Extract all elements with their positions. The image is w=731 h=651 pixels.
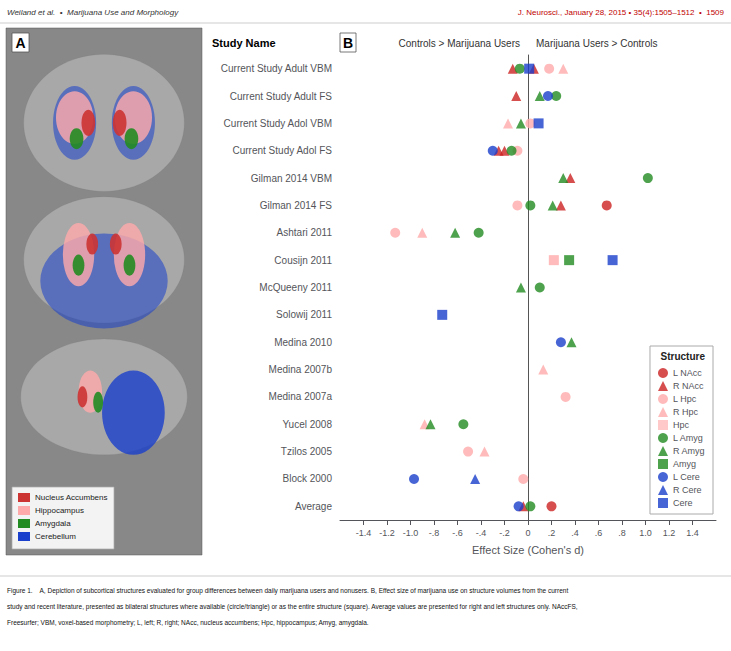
svg-text:Yucel 2008: Yucel 2008 <box>283 419 333 430</box>
svg-text:study and recent literature, p: study and recent literature, presented a… <box>7 603 578 611</box>
svg-text:Controls > Marijuana Users: Controls > Marijuana Users <box>399 38 520 49</box>
svg-text:Medina 2007b: Medina 2007b <box>269 364 333 375</box>
svg-text:-.2: -.2 <box>499 528 510 538</box>
svg-text:Block 2000: Block 2000 <box>283 473 333 484</box>
svg-text:Cerebellum: Cerebellum <box>35 532 76 541</box>
svg-text:Current Study Adult FS: Current Study Adult FS <box>230 91 333 102</box>
svg-text:Current Study Adult VBM: Current Study Adult VBM <box>221 63 332 74</box>
svg-text:A: A <box>15 35 25 51</box>
svg-text:R Amyg: R Amyg <box>673 446 705 456</box>
svg-text:Hippocampus: Hippocampus <box>35 506 84 515</box>
svg-text:L NAcc: L NAcc <box>673 368 702 378</box>
svg-text:-.6: -.6 <box>452 528 463 538</box>
svg-text:Amyg: Amyg <box>673 459 696 469</box>
svg-text:-1.0: -1.0 <box>403 528 419 538</box>
svg-text:Current Study Adol FS: Current Study Adol FS <box>233 145 333 156</box>
svg-text:Medina 2010: Medina 2010 <box>274 337 332 348</box>
svg-text:1.4: 1.4 <box>686 528 699 538</box>
svg-text:Cousijn 2011: Cousijn 2011 <box>274 255 332 266</box>
svg-text:B: B <box>343 35 353 51</box>
svg-text:L Cere: L Cere <box>673 472 700 482</box>
svg-text:Nucleus Accumbens: Nucleus Accumbens <box>35 493 107 502</box>
svg-text:Freesurfer; VBM, voxel-based m: Freesurfer; VBM, voxel-based morphometry… <box>7 619 369 627</box>
svg-text:.8: .8 <box>618 528 626 538</box>
svg-text:J. Neurosci., January 28, 2015: J. Neurosci., January 28, 2015 • 35(4):1… <box>518 8 725 17</box>
svg-text:Figure 1. A, Depiction of s: Figure 1. A, Depiction of subcortical st… <box>7 587 568 595</box>
svg-text:L Hpc: L Hpc <box>673 394 697 404</box>
svg-text:Current Study Adol VBM: Current Study Adol VBM <box>224 118 332 129</box>
svg-text:Cere: Cere <box>673 498 693 508</box>
svg-text:Amygdala: Amygdala <box>35 519 71 528</box>
svg-text:Medina 2007a: Medina 2007a <box>269 391 333 402</box>
svg-text:Effect Size (Cohen's d): Effect Size (Cohen's d) <box>472 544 584 556</box>
svg-text:Solowij 2011: Solowij 2011 <box>276 309 332 320</box>
svg-text:0: 0 <box>525 528 530 538</box>
svg-text:.2: .2 <box>548 528 556 538</box>
svg-text:-1.2: -1.2 <box>379 528 395 538</box>
svg-text:-1.4: -1.4 <box>356 528 372 538</box>
svg-text:R Hpc: R Hpc <box>673 407 699 417</box>
svg-text:Tzilos 2005: Tzilos 2005 <box>281 446 333 457</box>
svg-text:-.4: -.4 <box>476 528 487 538</box>
svg-text:McQueeny 2011: McQueeny 2011 <box>259 282 332 293</box>
svg-text:R NAcc: R NAcc <box>673 381 704 391</box>
svg-text:Weiland et al. • Marijuana U: Weiland et al. • Marijuana Use and Morph… <box>7 8 179 17</box>
svg-text:Ashtari 2011: Ashtari 2011 <box>277 227 333 238</box>
svg-text:Average: Average <box>295 501 333 512</box>
svg-text:Gilman 2014 VBM: Gilman 2014 VBM <box>251 173 332 184</box>
svg-text:-.8: -.8 <box>429 528 440 538</box>
svg-text:L Amyg: L Amyg <box>673 433 703 443</box>
svg-text:Gilman 2014 FS: Gilman 2014 FS <box>260 200 333 211</box>
svg-text:R Cere: R Cere <box>673 485 702 495</box>
svg-text:.4: .4 <box>571 528 579 538</box>
svg-text:Study Name: Study Name <box>212 37 276 49</box>
svg-text:Structure: Structure <box>661 351 706 362</box>
svg-text:1.0: 1.0 <box>639 528 652 538</box>
svg-text:.6: .6 <box>595 528 603 538</box>
svg-text:Marijuana Users > Controls: Marijuana Users > Controls <box>536 38 657 49</box>
svg-text:Hpc: Hpc <box>673 420 690 430</box>
svg-text:1.2: 1.2 <box>663 528 676 538</box>
